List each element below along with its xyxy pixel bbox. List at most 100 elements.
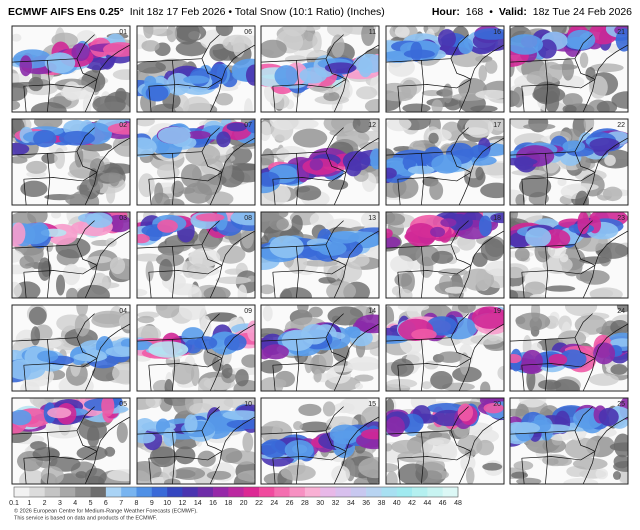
border: [521, 458, 525, 484]
snow-area: [261, 377, 284, 391]
snow-area: [562, 104, 577, 112]
snow-band: [577, 212, 590, 235]
panel: [386, 305, 504, 391]
copyright: © 2026 European Centre for Medium-Range …: [14, 507, 198, 514]
snow-area: [386, 119, 412, 132]
snow-area: [579, 52, 589, 69]
border: [333, 265, 347, 298]
border: [325, 337, 347, 359]
snow-band: [37, 350, 59, 362]
border: [421, 432, 425, 484]
border: [521, 451, 596, 461]
snow-band: [78, 213, 103, 223]
member-label: 12: [368, 122, 376, 129]
border: [594, 137, 628, 173]
panel: [510, 212, 628, 298]
panel-frame: [385, 397, 505, 485]
snow-area: [138, 173, 155, 198]
colorbar-label: 26: [286, 500, 294, 507]
snow-area: [282, 26, 307, 37]
snow-band: [137, 233, 150, 244]
colorbar-frame: [13, 486, 459, 498]
snow-area: [180, 164, 202, 188]
snow-band: [216, 131, 231, 148]
colorbar-segment: [243, 487, 260, 497]
snow-area: [613, 461, 628, 472]
border: [23, 451, 98, 461]
panel-frame: [136, 25, 256, 113]
snow-area: [312, 31, 322, 53]
border: [325, 244, 347, 266]
snow-area: [197, 173, 223, 196]
snow-area: [262, 305, 273, 322]
colorbar-label: 22: [255, 500, 263, 507]
border: [209, 451, 223, 484]
snow-area: [512, 86, 525, 108]
snow-area: [595, 427, 617, 438]
snow-area: [222, 34, 252, 53]
snow-area: [361, 26, 376, 46]
colorbar-label: 6: [104, 500, 108, 507]
colorbar-segment: [335, 487, 352, 497]
panel: [12, 26, 130, 112]
snow-area: [355, 383, 364, 390]
snow-area: [137, 119, 155, 127]
border: [458, 172, 472, 205]
border: [209, 358, 223, 391]
snow-band: [430, 226, 446, 238]
border: [23, 179, 27, 205]
colorbar-segment: [121, 487, 137, 497]
border: [582, 451, 596, 484]
colorbar-label: 34: [347, 500, 355, 507]
snow-band: [510, 34, 544, 55]
border: [148, 86, 152, 112]
snow-area: [149, 446, 177, 468]
snow-area: [164, 379, 173, 391]
border: [76, 430, 98, 452]
snow-area: [533, 81, 561, 105]
snow-band: [301, 324, 328, 345]
snow-area: [391, 439, 424, 454]
colorbar-label: 18: [224, 500, 232, 507]
border: [594, 230, 628, 266]
snow-area: [465, 467, 475, 484]
snow-area: [542, 454, 569, 467]
snow-area: [12, 82, 28, 102]
colorbar-segment: [59, 487, 76, 497]
snow-band: [73, 352, 108, 362]
border: [47, 60, 51, 112]
border: [521, 265, 596, 275]
snow-area: [76, 305, 89, 317]
panel-frame: [260, 304, 380, 392]
border: [172, 153, 176, 205]
snow-area: [574, 314, 607, 335]
snow-area: [91, 313, 125, 328]
border: [221, 137, 255, 173]
snow-area: [511, 169, 546, 176]
member-label: 20: [493, 401, 501, 408]
snow-area: [118, 313, 130, 330]
separator: •: [489, 6, 493, 18]
snow-area: [485, 59, 498, 74]
snow-band: [222, 410, 255, 421]
member-label: 22: [617, 122, 625, 129]
snow-band: [317, 241, 347, 256]
snow-area: [112, 361, 130, 385]
panel-frame: [11, 25, 131, 113]
snow-band: [224, 334, 247, 351]
snow-area: [284, 55, 307, 64]
member-label: 09: [244, 308, 252, 315]
snow-area: [589, 287, 623, 298]
snow-band: [402, 154, 417, 171]
snow-band: [262, 344, 289, 360]
member-label: 06: [244, 29, 252, 36]
border: [172, 246, 176, 298]
border: [470, 137, 504, 173]
border: [272, 172, 347, 182]
snow-area: [173, 467, 206, 481]
panel: [386, 212, 504, 298]
border: [221, 44, 255, 80]
snow-area: [172, 361, 195, 385]
colorbar-segment: [197, 487, 214, 497]
colorbar-segment: [228, 487, 244, 497]
